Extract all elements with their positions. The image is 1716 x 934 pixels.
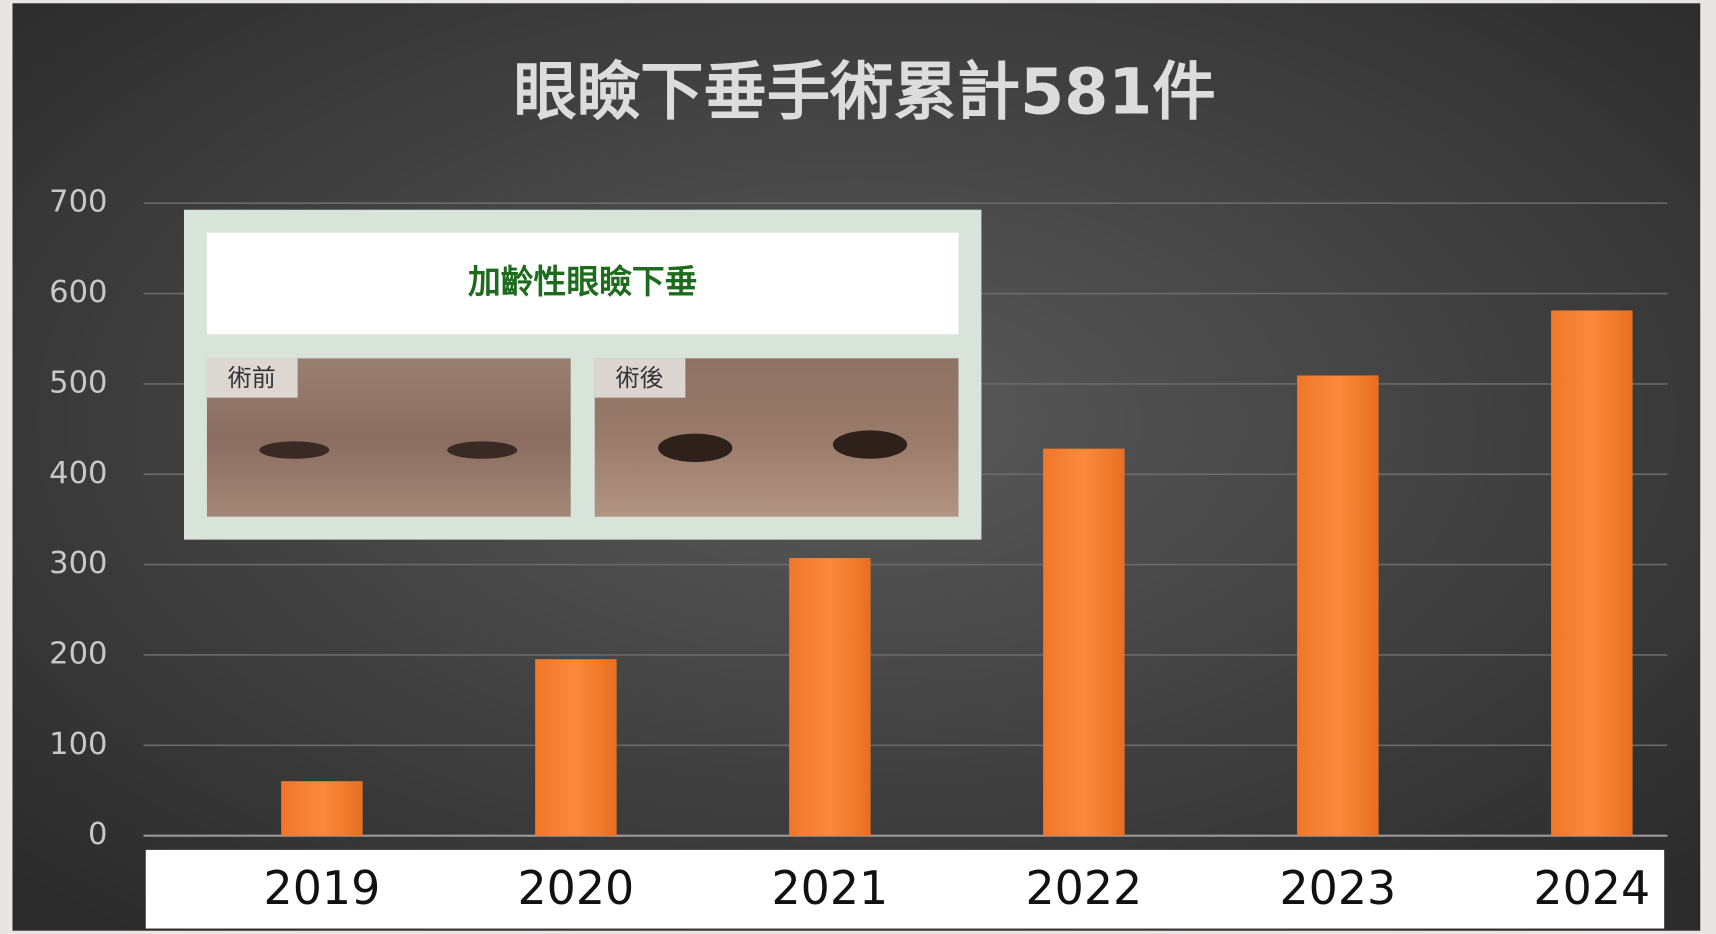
chart-title: 眼瞼下垂手術累計581件 [513, 55, 1215, 129]
bar [281, 781, 362, 835]
x-tick-label: 2021 [771, 861, 888, 915]
x-tick-label: 2022 [1025, 861, 1142, 915]
eye [658, 434, 732, 462]
eye [833, 430, 907, 458]
y-tick-label: 700 [49, 185, 107, 220]
bar [1043, 449, 1124, 836]
x-tick-label: 2020 [518, 861, 635, 915]
inset-title: 加齡性眼瞼下垂 [468, 263, 697, 301]
inset: 加齡性眼瞼下垂 術前 術後 [184, 210, 981, 540]
x-tick-label: 2019 [264, 861, 381, 915]
eye [259, 441, 329, 458]
y-tick-label: 400 [49, 456, 107, 491]
y-tick-label: 100 [49, 727, 107, 762]
x-tick-label: 2023 [1279, 861, 1396, 915]
bar [789, 558, 870, 835]
bar [1551, 311, 1632, 836]
page: 眼瞼下垂手術累計581件 0 100 200 300 400 500 600 700 2019… [0, 0, 1716, 934]
y-tick-label: 300 [49, 546, 107, 581]
chart: 眼瞼下垂手術累計581件 0 100 200 300 400 500 600 700 2019… [0, 0, 1716, 934]
y-tick-label: 0 [88, 817, 107, 852]
y-tick-label: 500 [49, 365, 107, 400]
eye [447, 441, 517, 458]
y-tick-label: 600 [49, 275, 107, 310]
y-tick-label: 200 [49, 636, 107, 671]
bar [535, 659, 616, 835]
x-tick-label: 2024 [1533, 861, 1650, 915]
after-label: 術後 [615, 364, 663, 392]
before-label: 術前 [228, 364, 276, 392]
bar [1297, 376, 1378, 836]
